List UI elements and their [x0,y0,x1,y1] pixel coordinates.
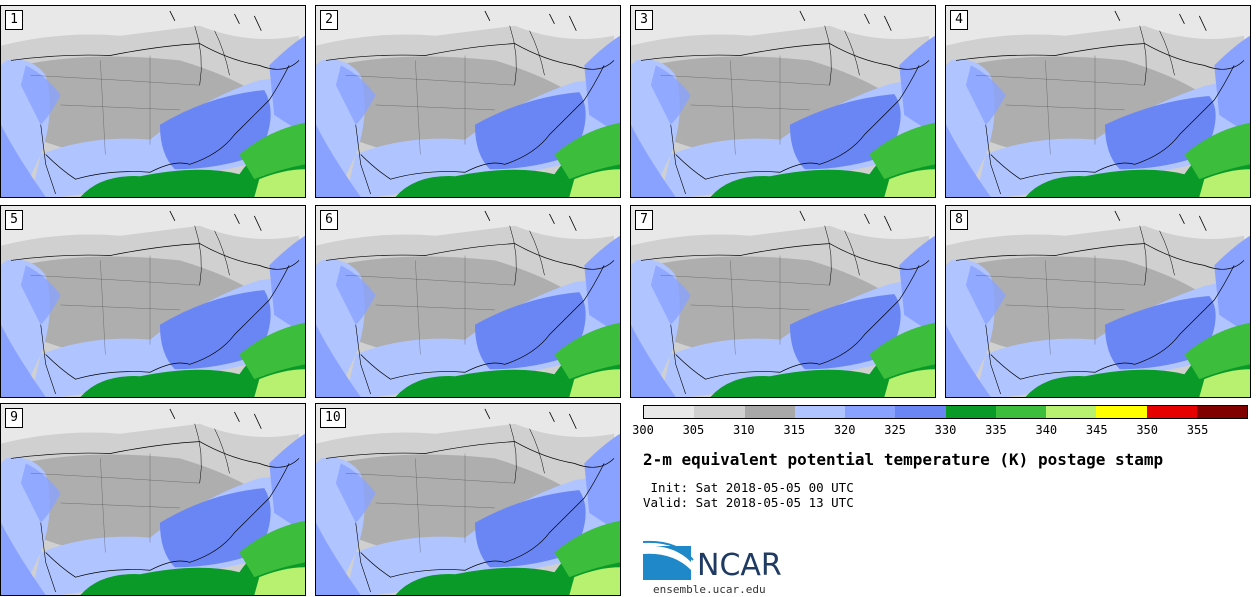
map-canvas [316,206,620,397]
colorbar-swatch [995,406,1046,418]
colorbar-swatch [1146,406,1197,418]
colorbar-swatch [744,406,795,418]
map-panel: 7 [630,205,936,398]
plot-title: 2-m equivalent potential temperature (K)… [643,450,1164,469]
colorbar-tick-label: 315 [783,423,806,437]
colorbar-swatch [945,406,996,418]
panel-label: 9 [5,408,23,428]
panel-label: 1 [5,10,23,30]
panel-label: 5 [5,210,23,230]
time-info: Init: Sat 2018-05-05 00 UTC Valid: Sat 20… [643,480,854,510]
map-panel: 6 [315,205,621,398]
colorbar-ticks: 300 305 310 315 320 325 330 335 340 345 350 355 [632,423,1248,439]
ncar-logo-icon [643,540,694,580]
colorbar-tick-label: 310 [732,423,755,437]
map-panel: 2 [315,5,621,198]
colorbar [643,405,1248,419]
map-canvas [1,6,305,197]
panel-label: 10 [320,408,346,428]
colorbar-tick-label: 330 [934,423,957,437]
map-panel: 4 [945,5,1251,198]
init-time: Init: Sat 2018-05-05 00 UTC [643,480,854,495]
panel-label: 6 [320,210,338,230]
map-canvas [1,404,305,595]
colorbar-swatch [895,406,946,418]
site-url: ensemble.ucar.edu [653,583,766,596]
map-panel: 8 [945,205,1251,398]
colorbar-tick-label: 325 [884,423,906,437]
panel-label: 7 [635,210,653,230]
map-panel: 1 [0,5,306,198]
colorbar-swatch [1196,406,1247,418]
panel-label: 4 [950,10,968,30]
map-panel: 3 [630,5,936,198]
map-canvas [631,6,935,197]
valid-time: Valid: Sat 2018-05-05 13 UTC [643,495,854,510]
map-panel: 10 [315,403,621,596]
panel-label: 3 [635,10,653,30]
colorbar-tick-label: 355 [1186,423,1209,437]
colorbar-swatch [794,406,845,418]
panel-label: 2 [320,10,338,30]
colorbar-swatch [845,406,896,418]
map-panel: 9 [0,403,306,596]
colorbar-tick-label: 300 [632,423,654,437]
colorbar-swatch [1096,406,1147,418]
panel-label: 8 [950,210,968,230]
map-canvas [1,206,305,397]
map-canvas [946,206,1250,397]
colorbar-tick-label: 350 [1136,423,1158,437]
map-canvas [316,6,620,197]
colorbar-swatch [644,406,695,418]
colorbar-tick-label: 305 [682,423,705,437]
map-canvas [946,6,1250,197]
map-canvas [316,404,620,595]
map-panel: 5 [0,205,306,398]
colorbar-tick-label: 340 [1035,423,1058,437]
colorbar-tick-label: 320 [833,423,856,437]
colorbar-swatch [694,406,745,418]
colorbar-swatch [1046,406,1097,418]
colorbar-tick-label: 335 [985,423,1007,437]
ncar-logo-text: NCAR [697,548,782,583]
map-canvas [631,206,935,397]
colorbar-tick-label: 345 [1085,423,1108,437]
